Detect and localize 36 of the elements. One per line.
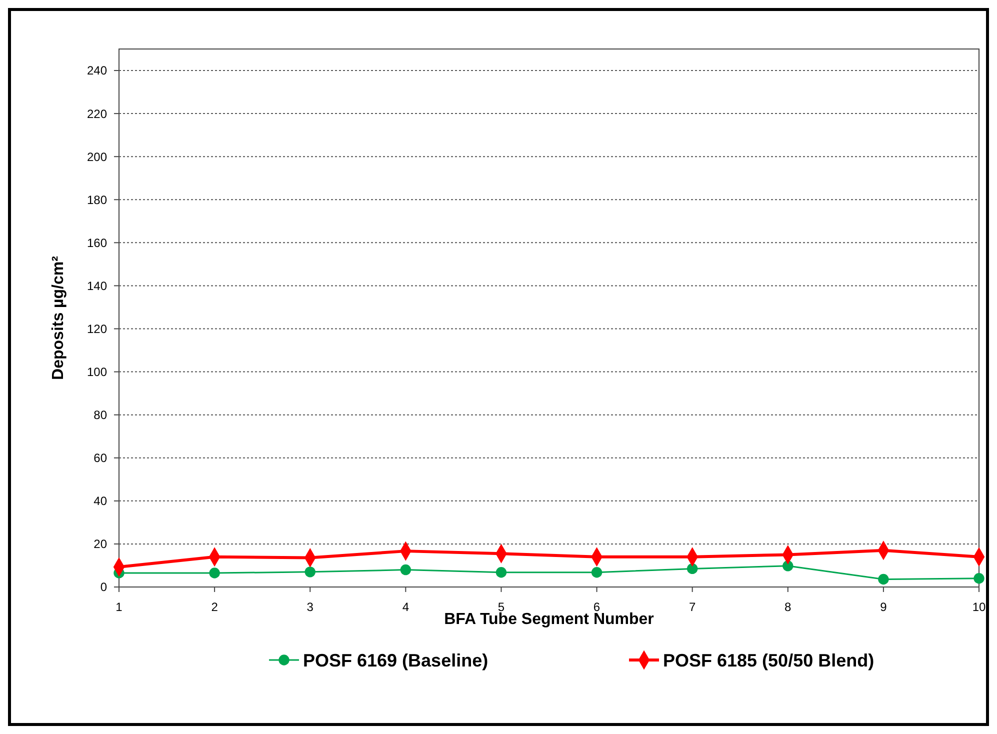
x-tick-label: 8 [784, 600, 792, 614]
y-tick-label: 60 [94, 451, 108, 466]
y-tick-label: 160 [86, 236, 108, 250]
y-tick-label: 40 [94, 494, 108, 508]
y-tick-label: 80 [94, 408, 108, 422]
point [686, 563, 698, 574]
x-tick-label: 6 [593, 600, 600, 614]
x-tick-label: 2 [211, 600, 218, 614]
point [304, 566, 316, 578]
y-tick-label: 0 [100, 580, 108, 594]
y-tick-label: 20 [94, 537, 108, 552]
x-tick-label: 4 [402, 600, 410, 614]
point [974, 573, 984, 584]
x-tick-label: 9 [880, 600, 888, 614]
legend-label: POSF 6185 (50/50 Blend) [663, 650, 874, 670]
y-tick-label: 140 [86, 278, 108, 293]
point [782, 560, 794, 572]
x-tick-label: 7 [688, 600, 696, 614]
y-tick-label: 180 [86, 192, 108, 207]
y-tick-label: 240 [86, 64, 108, 78]
point [591, 567, 602, 578]
x-tick-label: 1 [116, 600, 123, 614]
legend-label: POSF 6169 (Baseline) [303, 650, 488, 670]
point [209, 568, 220, 578]
point [496, 567, 507, 578]
x-tick-label: 3 [306, 600, 314, 614]
y-tick-label: 200 [86, 150, 108, 164]
x-tick-label: 5 [498, 600, 505, 614]
y-axis-title: Deposits µg/cm² [50, 256, 67, 380]
x-tick-label: 10 [972, 600, 986, 614]
x-axis-title: BFA Tube Segment Number [444, 611, 654, 628]
point [878, 574, 889, 585]
y-tick-label: 220 [86, 106, 108, 121]
point [400, 564, 412, 576]
y-tick-label: 100 [86, 365, 108, 379]
y-tick-label: 120 [86, 322, 108, 336]
